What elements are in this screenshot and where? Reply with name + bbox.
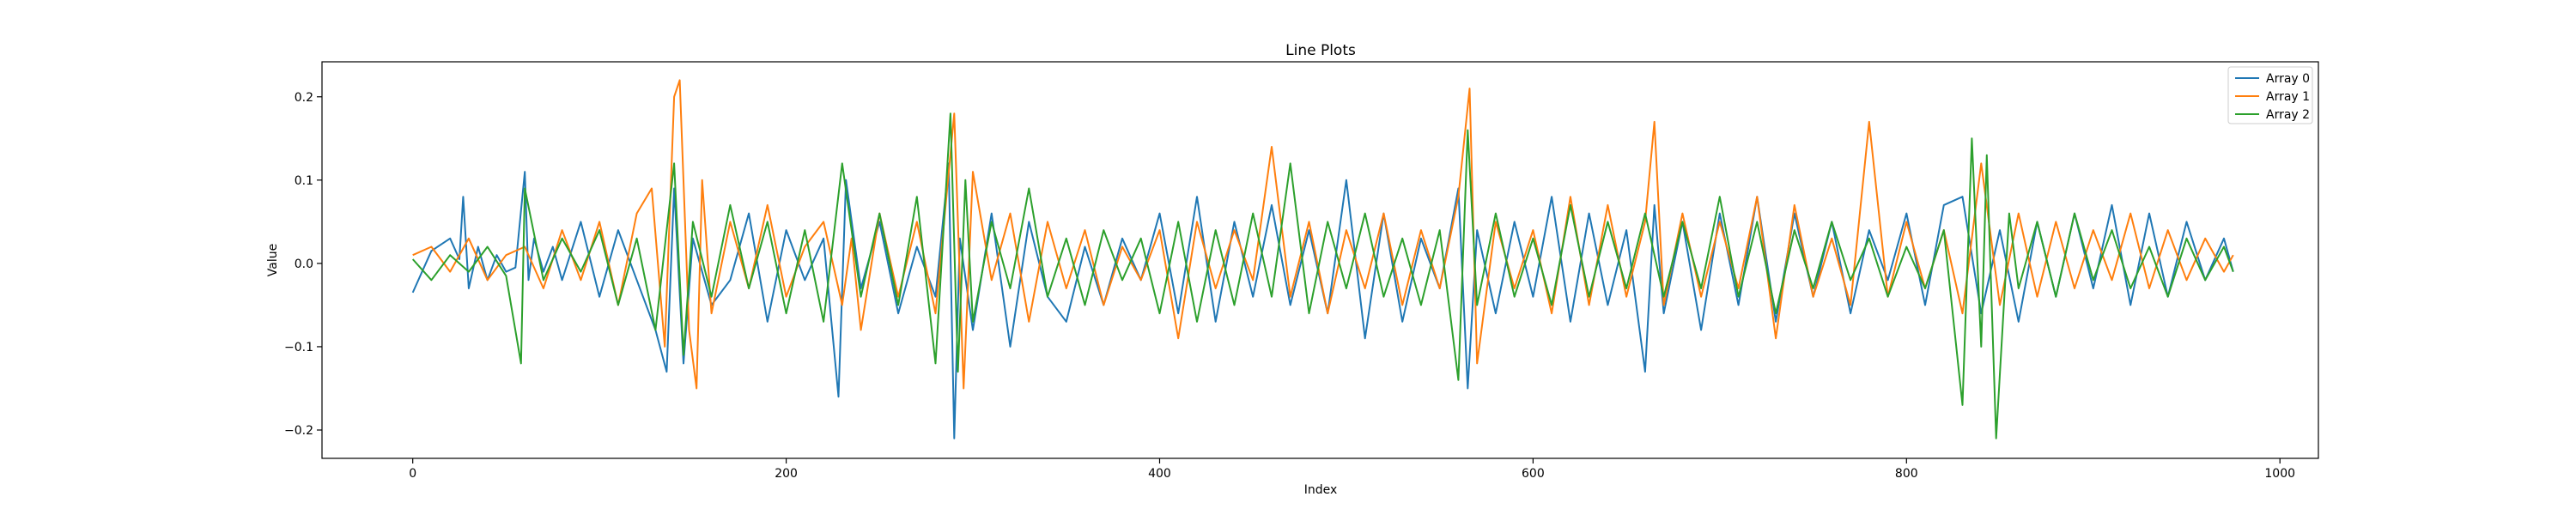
series-line-0 xyxy=(411,162,2234,439)
x-tick-label: 600 xyxy=(1522,467,1545,481)
legend-box xyxy=(2227,66,2313,124)
y-tick-label: −0.1 xyxy=(284,341,313,354)
x-axis-label: Index xyxy=(1304,483,1338,497)
legend-label-1: Array 1 xyxy=(2266,90,2310,104)
x-axis: 0 200 400 600 800 1000 xyxy=(409,458,2295,481)
y-tick-label: 0.1 xyxy=(295,174,313,188)
y-tick-label: 0.0 xyxy=(295,258,313,271)
legend-label-0: Array 0 xyxy=(2266,72,2310,86)
x-tick-label: 800 xyxy=(1895,467,1918,481)
legend: Array 0 Array 1 Array 2 xyxy=(2227,66,2313,124)
y-axis-label: Value xyxy=(266,244,280,276)
x-tick-label: 200 xyxy=(775,467,798,481)
legend-label-2: Array 2 xyxy=(2266,108,2310,122)
x-tick-label: 0 xyxy=(409,467,416,481)
x-tick-label: 1000 xyxy=(2264,467,2295,481)
chart-title: Line Plots xyxy=(1285,42,1356,59)
y-tick-label: 0.2 xyxy=(295,91,313,105)
series-line-1 xyxy=(412,79,2234,390)
y-tick-label: −0.2 xyxy=(284,424,313,438)
series-line-2 xyxy=(411,112,2234,439)
x-tick-label: 400 xyxy=(1148,467,1171,481)
y-axis: −0.2 −0.1 0.0 0.1 0.2 xyxy=(284,91,322,438)
plot-frame xyxy=(321,61,2319,459)
plot-area xyxy=(411,79,2234,439)
